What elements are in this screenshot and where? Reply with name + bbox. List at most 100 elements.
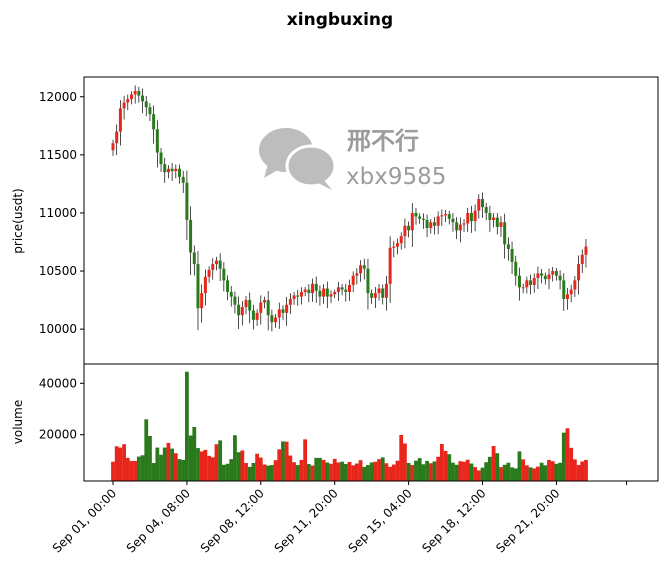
volume-bar: [421, 464, 426, 481]
volume-bar: [414, 460, 418, 481]
volume-bar: [192, 427, 197, 481]
candle-body: [233, 296, 237, 305]
volume-bar: [384, 463, 389, 481]
volume-bar: [233, 435, 237, 481]
volume-bar: [443, 450, 448, 481]
candle-body: [506, 244, 510, 249]
candle-body: [455, 222, 459, 231]
volume-bar: [166, 442, 171, 481]
chart-title: xingbuxing: [287, 10, 393, 30]
volume-bar: [532, 468, 537, 481]
volume-bar: [199, 451, 204, 481]
candle-body: [207, 269, 211, 277]
price-tick-label: 10500: [39, 264, 77, 278]
volume-bar: [480, 467, 485, 481]
volume-bar: [521, 459, 526, 481]
volume-tick-label: 40000: [39, 376, 77, 390]
volume-bar: [561, 432, 566, 481]
candle-body: [185, 182, 189, 220]
volume-bar: [247, 466, 252, 481]
volume-bar: [517, 451, 522, 481]
candle-body: [525, 280, 529, 288]
candle-body: [492, 217, 496, 220]
volume-bar: [340, 461, 344, 481]
volume-bar: [351, 465, 356, 481]
x-tick-label: Sep 04, 08:00: [124, 486, 193, 555]
candle-body: [384, 283, 388, 298]
candle-body: [536, 273, 540, 279]
candle-body: [381, 288, 385, 298]
candle-body: [469, 212, 473, 222]
candle-body: [196, 264, 200, 309]
volume-bar: [417, 458, 422, 481]
volume-bar: [447, 454, 452, 481]
candle-body: [155, 129, 159, 153]
candle-body: [262, 300, 266, 303]
candle-body: [392, 246, 396, 248]
candle-body: [370, 293, 374, 298]
volume-bar: [373, 461, 378, 481]
price-tick-label: 10000: [39, 322, 77, 336]
candle-body: [444, 214, 448, 216]
volume-bar: [262, 464, 267, 481]
volume-bar: [458, 461, 463, 481]
volume-bar: [495, 453, 500, 481]
volume-bar: [465, 459, 470, 481]
volume-bar: [476, 470, 481, 481]
candle-body: [181, 176, 185, 183]
volume-bar: [425, 460, 429, 481]
candle-body: [373, 293, 377, 298]
volume-bar: [303, 439, 308, 481]
volume-bar: [159, 454, 163, 481]
volume-bar: [377, 459, 381, 481]
volume-bar: [484, 462, 489, 481]
candle-body: [558, 275, 562, 281]
watermark-line2: xbx9585: [346, 164, 446, 190]
candle-body: [222, 268, 226, 281]
price-tick-label: 11000: [39, 206, 77, 220]
volume-bar: [369, 462, 374, 481]
candle-body: [362, 265, 366, 269]
candle-body: [340, 287, 344, 290]
volume-bar: [266, 465, 271, 481]
candle-body: [529, 280, 533, 285]
candle-body: [429, 222, 433, 229]
candle-body: [214, 260, 218, 265]
volume-bar: [185, 371, 189, 481]
candle-body: [521, 287, 525, 289]
x-ticks: Sep 01, 00:00 Sep 04, 08:00 Sep 08, 12:00 S…: [50, 481, 628, 555]
volume-bar: [148, 436, 152, 481]
volume-bar: [469, 463, 474, 481]
candle-body: [211, 264, 215, 270]
volume-bar: [170, 448, 175, 481]
volume-bar: [318, 457, 322, 481]
volume-bar: [111, 461, 115, 481]
volume-bar: [432, 461, 437, 481]
candle-body: [517, 275, 521, 288]
volume-bar: [321, 459, 326, 481]
candle-body: [547, 274, 551, 280]
candle-body: [329, 294, 333, 297]
candle-body: [562, 280, 566, 299]
volume-bar: [314, 457, 319, 481]
candle-body: [451, 218, 455, 223]
price-tick-label: 12000: [39, 90, 77, 104]
volume-bar: [210, 457, 215, 481]
candle-body: [466, 212, 470, 224]
candle-body: [484, 207, 488, 213]
candle-body: [584, 246, 588, 255]
volume-bar: [554, 463, 559, 481]
volume-bar: [395, 460, 400, 481]
volume-bar: [366, 465, 370, 481]
candle-body: [396, 243, 400, 247]
candle-body: [111, 143, 115, 151]
candle-body: [495, 217, 499, 227]
candle-body: [414, 212, 418, 217]
candle-body: [296, 295, 300, 297]
candle-body: [285, 304, 289, 313]
x-tick-label: Sep 08, 12:00: [198, 486, 267, 555]
volume-bar: [125, 457, 130, 481]
volume-bar: [347, 461, 352, 481]
candle-body: [115, 131, 119, 144]
candle-body: [421, 218, 425, 220]
